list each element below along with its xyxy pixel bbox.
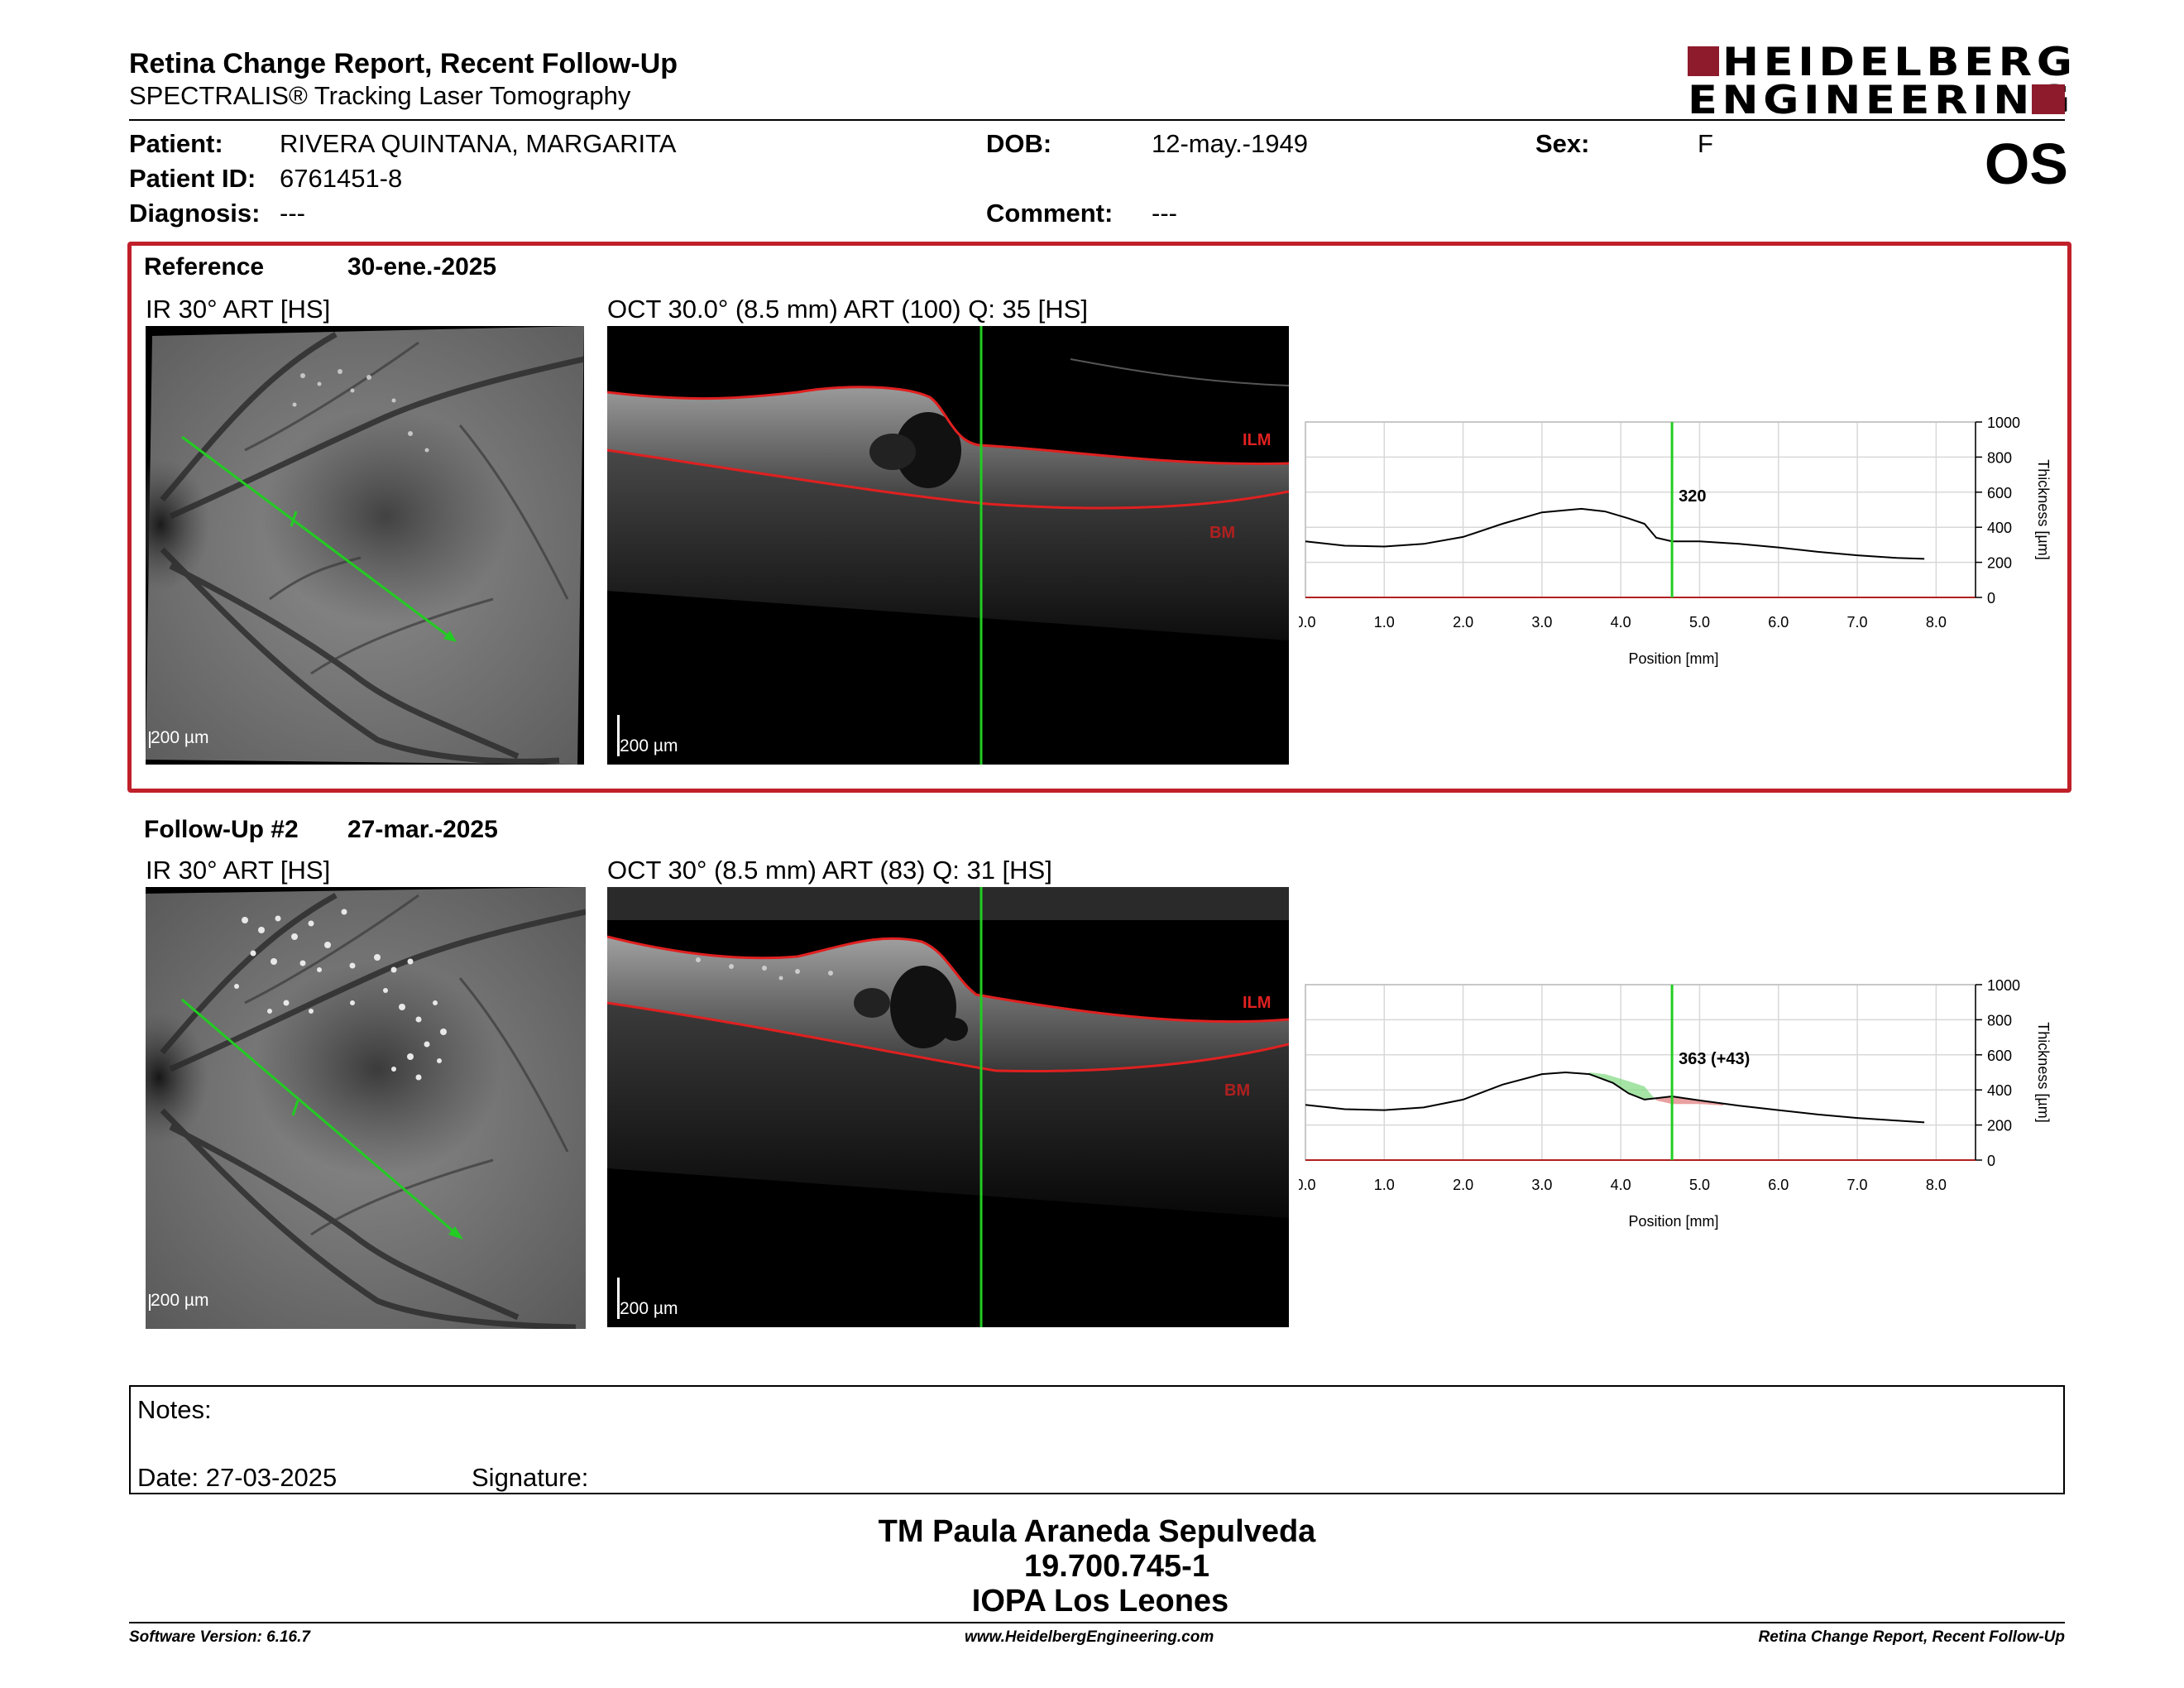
chart-y-tick-label: 600 <box>1987 1048 2012 1064</box>
patient-id: 6761451-8 <box>280 164 403 193</box>
signature-name: TM Paula Araneda Sepulveda <box>878 1514 1316 1549</box>
followup-oct-caption: OCT 30° (8.5 mm) ART (83) Q: 31 [HS] <box>607 856 1052 885</box>
followup-bm-label: BM <box>1224 1081 1250 1100</box>
reference-oct-caption: OCT 30.0° (8.5 mm) ART (100) Q: 35 [HS] <box>607 295 1088 324</box>
chart-plot-frame <box>1305 421 1976 598</box>
chart-y-tick-label: 200 <box>1987 1118 2012 1134</box>
followup-oct-bscan-image: ILM BM 200 µm <box>607 887 1289 1327</box>
comment-label: Comment: <box>986 199 1114 228</box>
chart-plot-frame <box>1305 984 1976 1161</box>
chart-thickening-region <box>1589 1072 1657 1101</box>
chart-y-tick-label: 0 <box>1987 590 1995 607</box>
chart-y-tick-label: 600 <box>1987 485 2012 501</box>
chart-y-tick-label: 1000 <box>1987 977 2020 994</box>
followup-date: 27-mar.-2025 <box>347 816 498 843</box>
notes-label: Notes: <box>137 1395 212 1424</box>
reference-ir-scale-label: 200 µm <box>151 728 209 747</box>
chart-y-tick-label: 0 <box>1987 1153 1995 1169</box>
patient-name: RIVERA QUINTANA, MARGARITA <box>280 129 677 158</box>
patient-id-label: Patient ID: <box>129 164 256 193</box>
reference-bm-label: BM <box>1209 524 1235 542</box>
signature-institution: IOPA Los Leones <box>971 1584 1229 1618</box>
reference-date: 30-ene.-2025 <box>347 253 497 281</box>
chart-x-tick-label: 2.0 <box>1453 614 1473 631</box>
followup-label: Follow-Up #2 <box>144 816 299 843</box>
chart-y-axis-label: Thickness [µm] <box>2035 459 2052 559</box>
chart-thickness-line <box>1305 507 1925 560</box>
followup-thickness-chart: 0 200 400 600 800 1000 0.0 1.0 2.0 3.0 4.0 5.0 6.0 7.… <box>1299 977 2052 1230</box>
chart-x-tick-label: 1.0 <box>1374 1177 1395 1193</box>
comment-value: --- <box>1152 199 1177 228</box>
chart-thickness-line <box>1305 1071 1925 1124</box>
chart-x-tick-label: 0.0 <box>1299 1177 1316 1193</box>
chart-x-tick-label: 3.0 <box>1531 614 1552 631</box>
reference-oct-bscan-image: ILM BM 200 µm <box>607 326 1289 765</box>
dob-label: DOB: <box>986 129 1052 158</box>
chart-y-tick-label: 400 <box>1987 520 2012 536</box>
reference-ir-scale-bar: 200 µm <box>149 728 208 748</box>
footer-report-name: Retina Change Report, Recent Follow-Up <box>1758 1628 2065 1646</box>
chart-marker-value: 320 <box>1679 487 1706 506</box>
dob-value: 12-may.-1949 <box>1152 129 1308 158</box>
chart-x-axis-label: Position [mm] <box>1628 1213 1718 1230</box>
reference-oct-scale-bar: 200 µm <box>617 715 678 756</box>
sex-value: F <box>1698 129 1713 158</box>
chart-x-tick-label: 7.0 <box>1847 614 1868 631</box>
footer-software-version: Software Version: 6.16.7 <box>129 1628 310 1646</box>
reference-label: Reference <box>144 253 265 281</box>
report-subtitle: SPECTRALIS® Tracking Laser Tomography <box>129 81 631 110</box>
chart-x-tick-label: 6.0 <box>1768 614 1789 631</box>
chart-x-tick-label: 5.0 <box>1689 1177 1710 1193</box>
chart-y-tick-label: 200 <box>1987 555 2012 572</box>
chart-x-tick-label: 4.0 <box>1611 614 1631 631</box>
chart-x-tick-label: 6.0 <box>1768 1177 1789 1193</box>
followup-ilm-label: ILM <box>1243 994 1271 1012</box>
followup-oct-scale-label: 200 µm <box>620 1299 678 1318</box>
chart-x-tick-label: 2.0 <box>1453 1177 1473 1193</box>
signature-label: Signature: <box>472 1463 589 1492</box>
reference-ir-caption: IR 30° ART [HS] <box>146 295 331 324</box>
signature-rut: 19.700.745-1 <box>1024 1549 1209 1584</box>
chart-x-tick-label: 4.0 <box>1611 1177 1631 1193</box>
header-divider <box>129 119 2065 121</box>
chart-x-tick-label: 5.0 <box>1689 614 1710 631</box>
followup-ir-scale-label: 200 µm <box>151 1291 209 1310</box>
reference-frame <box>127 242 2071 793</box>
notes-box: Notes: Date: 27-03-2025 Signature: <box>129 1385 2065 1494</box>
chart-y-axis-label: Thickness [µm] <box>2035 1022 2052 1122</box>
chart-x-tick-label: 8.0 <box>1926 1177 1947 1193</box>
chart-x-tick-label: 0.0 <box>1299 614 1316 631</box>
report-title: Retina Change Report, Recent Follow-Up <box>129 48 678 79</box>
reference-ir-fundus-image: 200 µm <box>146 326 584 765</box>
followup-oct-scale-bar: 200 µm <box>617 1278 678 1319</box>
chart-marker-value: 363 (+43) <box>1679 1050 1750 1068</box>
footer-website: www.HeidelbergEngineering.com <box>965 1628 1214 1646</box>
reference-thickness-chart: 0 200 400 600 800 1000 0.0 1.0 2.0 3.0 4.0 5.0 6.0 7.… <box>1299 415 2052 667</box>
chart-x-tick-label: 8.0 <box>1926 614 1947 631</box>
notes-date: Date: 27-03-2025 <box>137 1463 338 1492</box>
logo-line1: HEIDELBERG <box>1722 40 2077 85</box>
chart-y-tick-label: 800 <box>1987 449 2012 466</box>
chart-y-tick-label: 1000 <box>1987 415 2020 431</box>
chart-y-tick-label: 400 <box>1987 1082 2012 1099</box>
diagnosis-label: Diagnosis: <box>129 199 261 228</box>
reference-oct-scale-label: 200 µm <box>620 736 678 755</box>
logo-square-bottom <box>2032 84 2065 114</box>
chart-y-tick-label: 800 <box>1987 1012 2012 1029</box>
eye-label: OS <box>1984 132 2068 196</box>
followup-ir-fundus-image: 200 µm <box>146 887 586 1329</box>
chart-x-tick-label: 7.0 <box>1847 1177 1868 1193</box>
chart-x-tick-label: 1.0 <box>1374 614 1395 631</box>
chart-x-axis-label: Position [mm] <box>1628 650 1718 667</box>
diagnosis-value: --- <box>280 199 305 228</box>
footer-divider <box>129 1622 2065 1623</box>
sex-label: Sex: <box>1535 129 1590 158</box>
logo-square-top <box>1688 46 1719 76</box>
patient-label: Patient: <box>129 129 223 158</box>
followup-ir-caption: IR 30° ART [HS] <box>146 856 331 885</box>
reference-ilm-label: ILM <box>1243 431 1271 449</box>
logo-line2: ENGINEERING <box>1688 78 2075 123</box>
followup-ir-scale-bar: 200 µm <box>149 1291 208 1311</box>
chart-x-tick-label: 3.0 <box>1531 1177 1552 1193</box>
